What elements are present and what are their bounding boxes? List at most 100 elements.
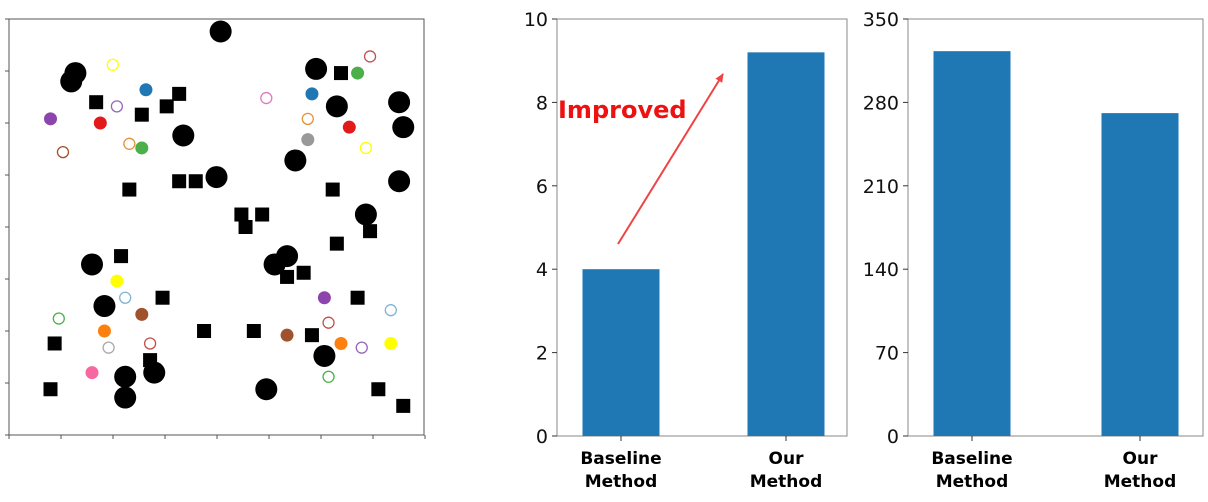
obstacle-round (114, 386, 137, 409)
obstacle-square (329, 236, 344, 251)
agent-marker-filled (139, 83, 153, 97)
obstacle-round (388, 91, 411, 114)
obstacle-square (234, 207, 249, 222)
obstacle-round (114, 365, 137, 388)
agent-marker-filled (93, 116, 107, 130)
y-tick-label: 70 (875, 343, 899, 365)
improved-arrow (617, 73, 724, 245)
obstacle-square (89, 95, 104, 110)
obstacle-round (305, 57, 328, 80)
obstacle-round (172, 124, 195, 147)
agent-marker-filled (317, 291, 331, 305)
obstacle-round (313, 344, 336, 367)
agent-marker-hollow (56, 145, 70, 159)
obstacle-round (354, 203, 377, 226)
y-tick-label: 350 (863, 9, 899, 31)
agent-marker-filled (351, 66, 365, 80)
obstacle-square (197, 324, 212, 338)
obstacle-square (280, 269, 295, 284)
agent-marker-hollow (301, 112, 314, 125)
obstacle-square (246, 324, 261, 338)
obstacle-square (238, 220, 253, 234)
obstacle-square (43, 382, 58, 397)
agent-marker-filled (384, 336, 398, 350)
agent-marker-hollow (384, 304, 397, 317)
agent-marker-hollow (322, 316, 335, 329)
obstacle-round (255, 378, 278, 401)
x-category-label: Method (750, 472, 823, 492)
environment-scatter-panel (5, 18, 426, 439)
obstacle-round (60, 70, 83, 93)
bar (1101, 113, 1179, 436)
y-tick-label: 6 (536, 176, 548, 198)
obstacle-square (255, 207, 270, 222)
bar-chart-1-x-axis: Baseline Method Our Method (580, 436, 822, 492)
bar-chart-2-y-axis: 0 70 140 210 280 350 (863, 9, 908, 448)
x-category-label: Our (1123, 449, 1159, 469)
agent-marker-filled (110, 274, 124, 288)
agent-marker-hollow (106, 58, 119, 71)
obstacle-round (143, 361, 166, 384)
x-category-label: Method (585, 472, 658, 492)
obstacle-square (122, 182, 137, 197)
obstacle-square (304, 328, 319, 343)
bar-chart-1-bars (582, 52, 825, 437)
obstacle-round (81, 253, 103, 276)
y-tick-label: 4 (536, 259, 548, 281)
obstacle-round (93, 295, 116, 318)
scatter-tick-marks (5, 18, 426, 439)
y-tick-label: 8 (536, 92, 548, 114)
obstacle-square (47, 336, 62, 351)
comparison-bar-chart: 0 70 140 210 280 350 Baseline Method Our Method (863, 9, 1204, 492)
agent-marker-hollow (52, 312, 65, 325)
bar (747, 52, 825, 437)
bar (582, 269, 660, 436)
agent-marker-hollow (322, 370, 335, 383)
y-tick-label: 10 (524, 9, 548, 31)
x-category-label: Our (769, 449, 805, 469)
obstacle-square (396, 398, 411, 413)
obstacle-square (371, 382, 386, 397)
bar (933, 51, 1011, 436)
obstacle-round (209, 20, 232, 43)
agent-marker-filled (97, 324, 111, 338)
obstacle-square (325, 182, 340, 197)
agent-marker-filled (334, 336, 348, 350)
obstacle-markers (43, 20, 415, 413)
x-category-label: Method (936, 472, 1009, 492)
obstacle-round (388, 170, 411, 193)
agent-marker-filled (85, 366, 99, 380)
improvement-bar-chart: 0 2 4 6 8 10 Baseline Method Our Method Improved (524, 9, 848, 492)
y-tick-label: 0 (887, 426, 899, 448)
obstacle-square (363, 224, 378, 239)
agent-marker-filled (135, 141, 149, 155)
x-category-label: Baseline (580, 449, 661, 469)
x-category-label: Method (1104, 472, 1177, 492)
agent-marker-hollow (102, 341, 115, 354)
obstacle-round (392, 116, 415, 139)
obstacle-square (155, 290, 170, 305)
agent-marker-hollow (359, 141, 373, 155)
agent-marker-hollow (119, 291, 132, 304)
y-tick-label: 0 (536, 426, 548, 448)
agent-marker-hollow (363, 50, 377, 63)
obstacle-round (325, 95, 348, 118)
agent-marker-filled (280, 328, 294, 342)
improved-annotation: Improved (558, 73, 724, 245)
agent-marker-filled (342, 120, 356, 134)
agent-marker-filled (135, 307, 149, 321)
bar-chart-2-bars (933, 51, 1179, 436)
y-tick-label: 210 (863, 176, 899, 198)
agent-markers (44, 50, 398, 383)
obstacle-square (159, 99, 174, 114)
agent-marker-filled (44, 112, 57, 126)
agent-marker-hollow (143, 337, 157, 350)
agent-marker-hollow (260, 91, 273, 105)
y-tick-label: 140 (863, 259, 899, 281)
obstacle-square (114, 249, 129, 264)
agent-marker-hollow (110, 100, 124, 113)
bar-chart-2-x-axis: Baseline Method Our Method (931, 436, 1176, 492)
obstacle-square (350, 290, 365, 305)
agent-marker-filled (305, 87, 319, 101)
